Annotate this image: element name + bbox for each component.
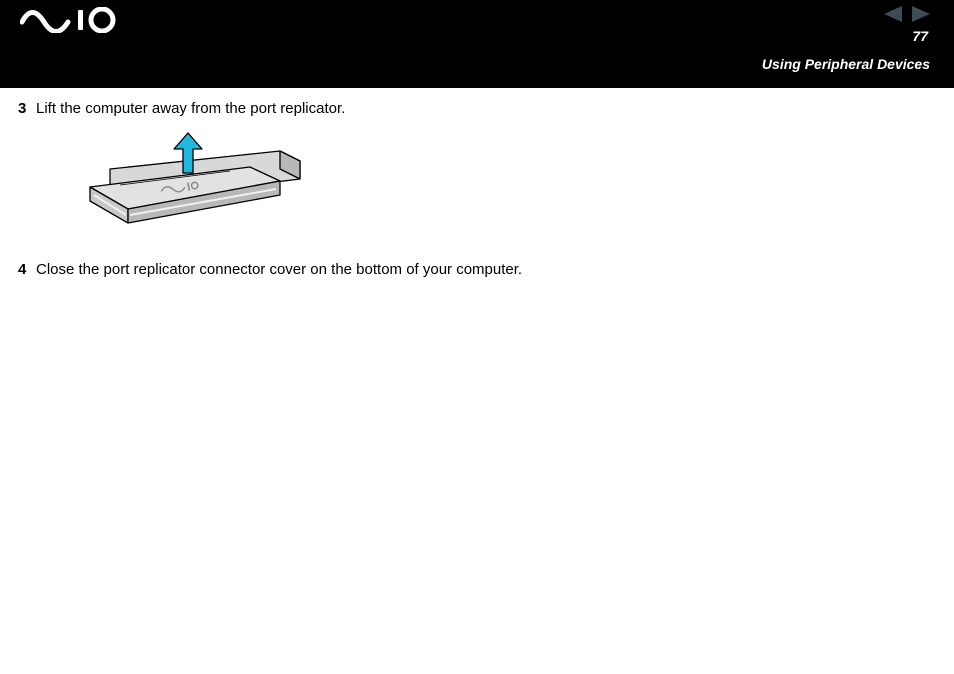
header-bar-bottom: Using Peripheral Devices <box>0 44 954 88</box>
page-number: 77 <box>912 28 928 44</box>
header-bar-top: 77 <box>0 0 954 44</box>
step-text: Lift the computer away from the port rep… <box>34 100 345 117</box>
nav-controls <box>884 6 930 27</box>
instruction-step: 4 Close the port replicator connector co… <box>18 261 936 278</box>
nav-next-button[interactable] <box>912 6 930 27</box>
page-content: 3 Lift the computer away from the port r… <box>0 88 954 278</box>
vaio-logo <box>20 7 130 38</box>
section-title: Using Peripheral Devices <box>762 56 930 72</box>
nav-prev-button[interactable] <box>884 6 902 27</box>
illustration-port-replicator <box>80 127 936 245</box>
instruction-step: 3 Lift the computer away from the port r… <box>18 100 936 117</box>
step-number: 4 <box>18 261 34 278</box>
step-text: Close the port replicator connector cove… <box>34 261 522 278</box>
step-number: 3 <box>18 100 34 117</box>
